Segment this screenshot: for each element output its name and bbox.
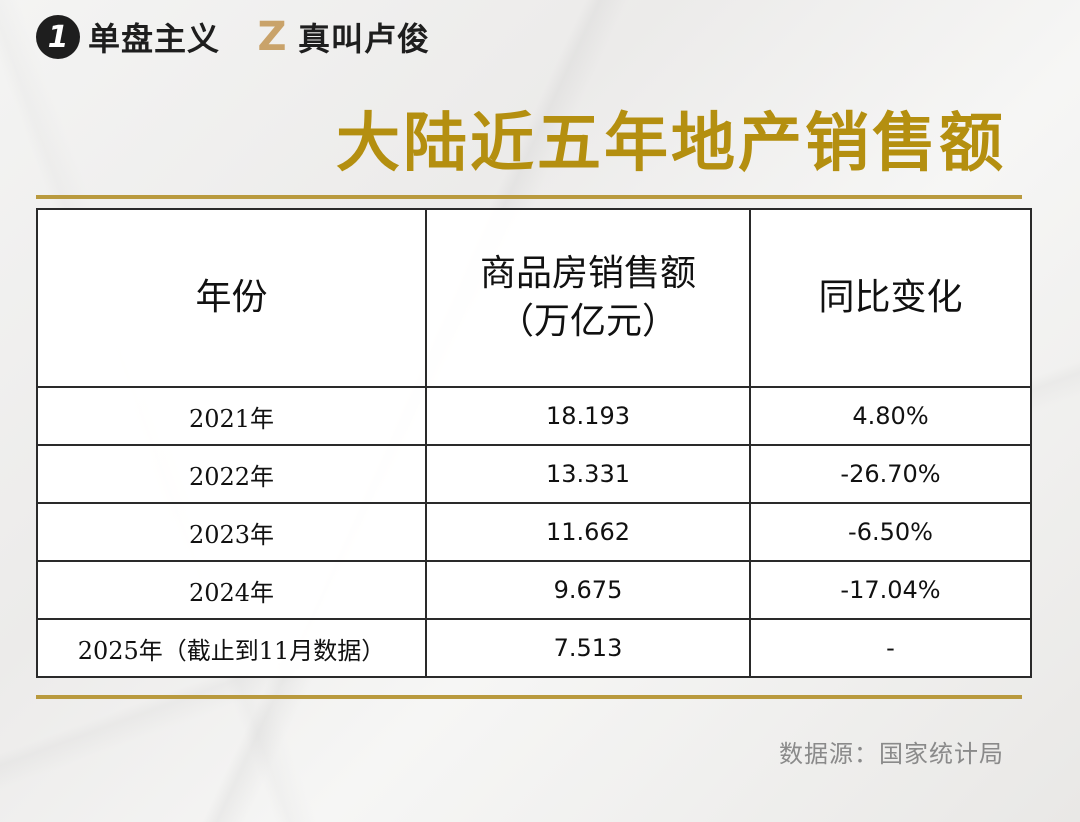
table-row: 2021年 18.193 4.80% xyxy=(36,386,1032,446)
sales-cell: 7.513 xyxy=(425,618,751,678)
year-cell: 2021年 xyxy=(36,386,427,446)
yoy-cell: -17.04% xyxy=(749,560,1032,620)
sales-cell: 18.193 xyxy=(425,386,751,446)
brand-logo-icon: 1 xyxy=(36,15,80,59)
brand-name: 单盘主义 xyxy=(88,20,221,58)
header-sales: 商品房销售额 （万亿元） xyxy=(425,208,751,388)
year-cell: 2025年（截止到11月数据） xyxy=(36,618,427,678)
table-row: 2025年（截止到11月数据） 7.513 - xyxy=(36,618,1032,678)
header-year: 年份 xyxy=(36,208,427,388)
yoy-cell: 4.80% xyxy=(749,386,1032,446)
author-logo-icon: Z xyxy=(257,14,287,60)
yoy-cell: -26.70% xyxy=(749,444,1032,504)
year-cell: 2023年 xyxy=(36,502,427,562)
table-row: 2022年 13.331 -26.70% xyxy=(36,444,1032,504)
header-sales-label: 商品房销售额 xyxy=(479,253,696,294)
sales-cell: 9.675 xyxy=(425,560,751,620)
header-yoy: 同比变化 xyxy=(749,208,1032,388)
table-header-row: 年份 商品房销售额 （万亿元） 同比变化 xyxy=(36,208,1032,388)
sales-cell: 11.662 xyxy=(425,502,751,562)
sales-table: 年份 商品房销售额 （万亿元） 同比变化 2021年 18.193 4.80% … xyxy=(36,208,1032,678)
year-cell: 2024年 xyxy=(36,560,427,620)
sales-cell: 13.331 xyxy=(425,444,751,504)
yoy-cell: -6.50% xyxy=(749,502,1032,562)
bottom-divider xyxy=(36,695,1022,699)
data-source: 数据源：国家统计局 xyxy=(779,740,1004,768)
top-divider xyxy=(36,195,1022,199)
brand-header: 1 单盘主义 Z 真叫卢俊 xyxy=(36,14,430,60)
yoy-cell: - xyxy=(749,618,1032,678)
table-row: 2023年 11.662 -6.50% xyxy=(36,502,1032,562)
author-name: 真叫卢俊 xyxy=(298,20,431,58)
table-row: 2024年 9.675 -17.04% xyxy=(36,560,1032,620)
year-cell: 2022年 xyxy=(36,444,427,504)
page-title: 大陆近五年地产销售额 xyxy=(336,106,1006,181)
header-sales-unit: （万亿元） xyxy=(497,301,678,342)
